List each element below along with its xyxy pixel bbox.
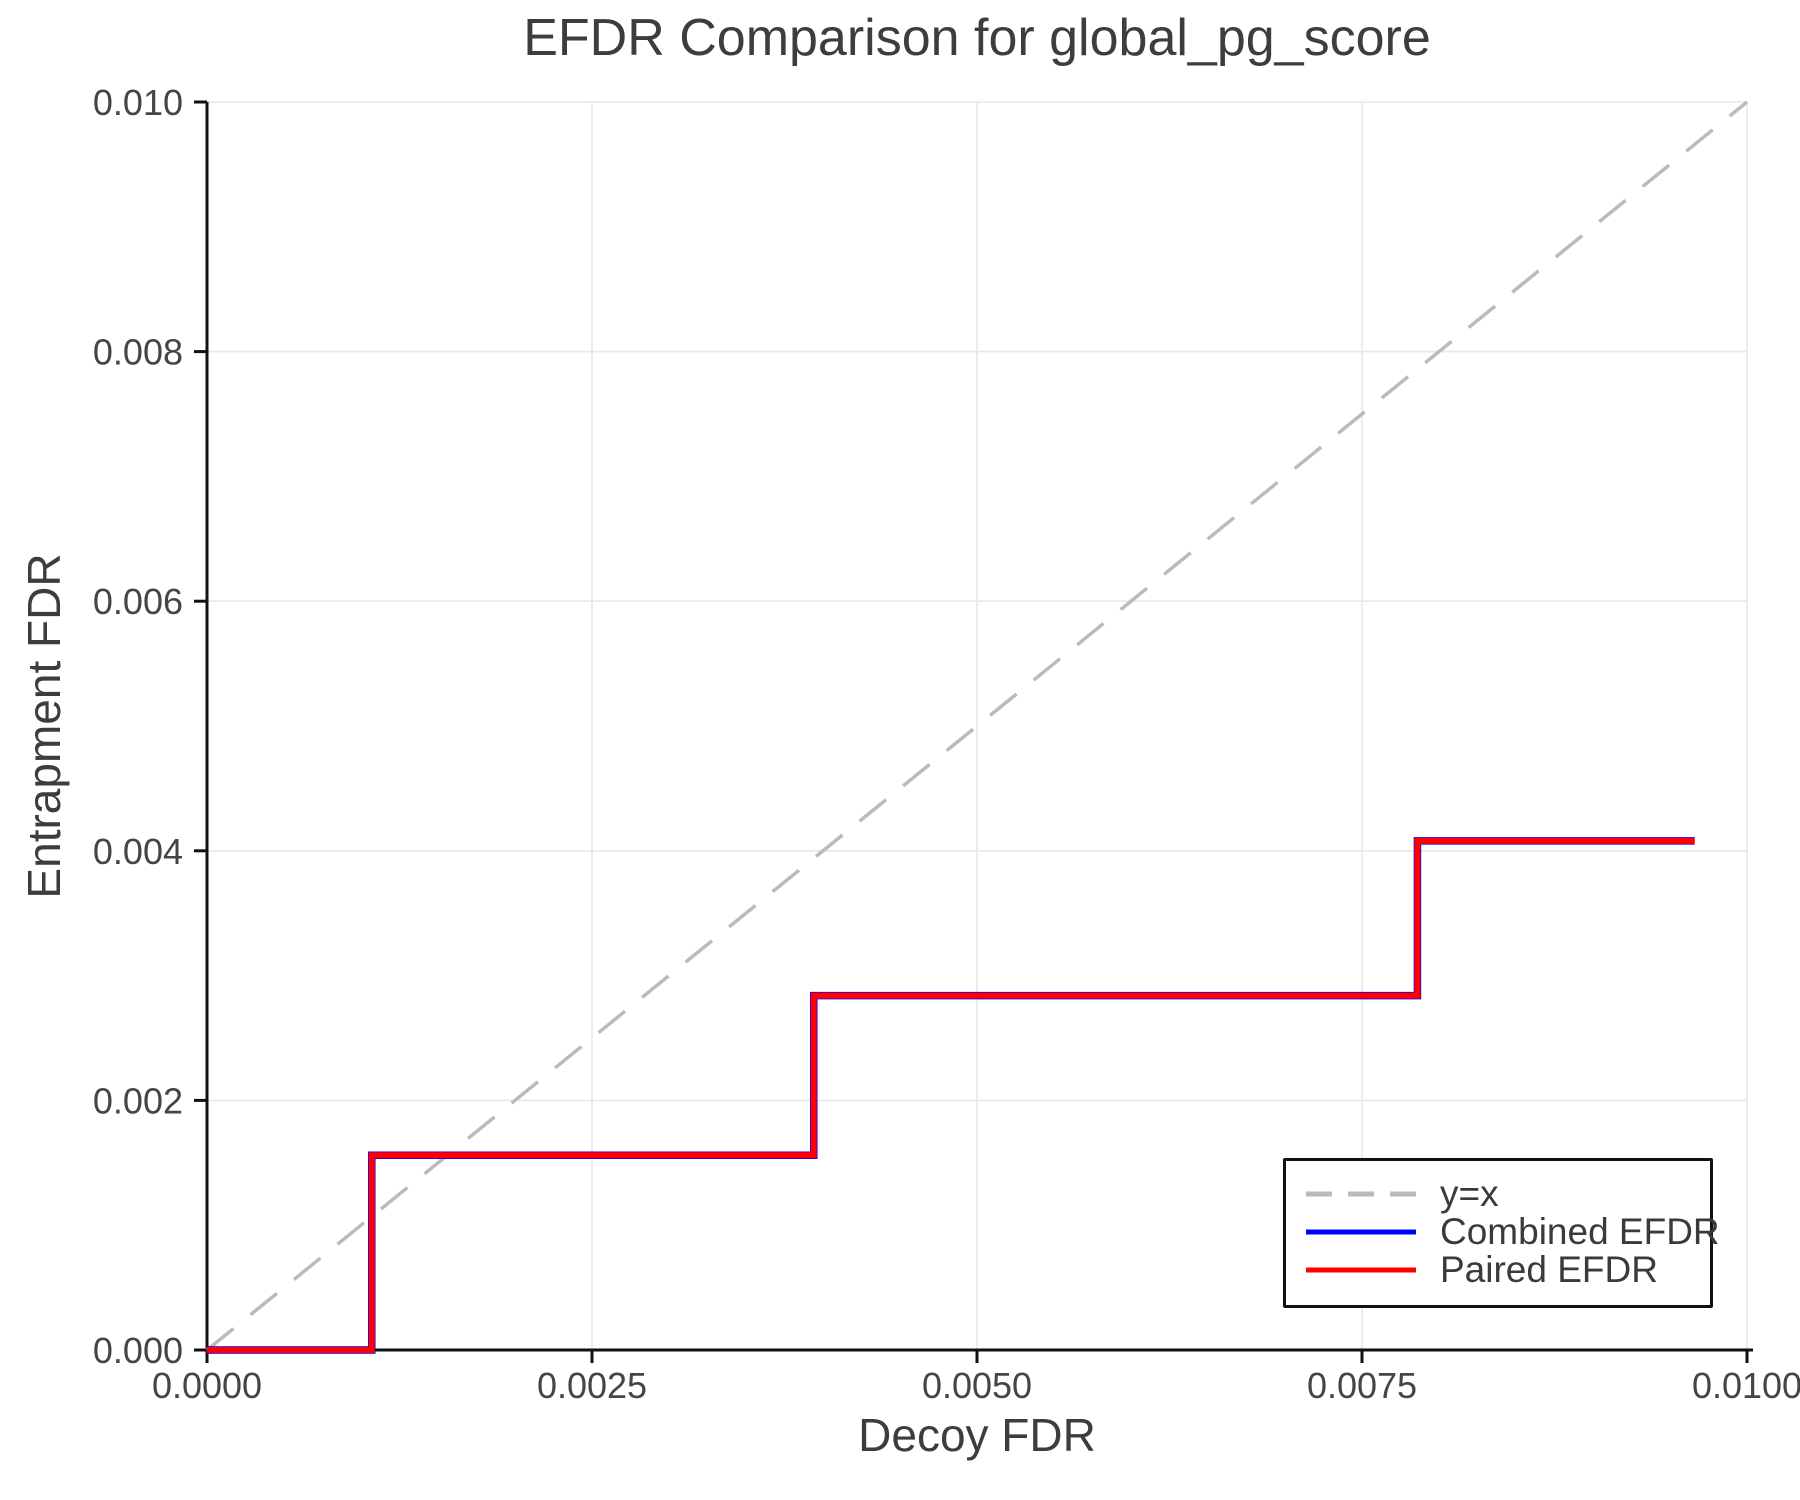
x-tick-label: 0.0050 (922, 1365, 1032, 1406)
y-axis-title: Entrapment FDR (18, 553, 70, 899)
legend-line-sample (1306, 1191, 1416, 1197)
legend-label: y=x (1440, 1173, 1499, 1214)
series-line-paired-efdr (207, 837, 1695, 1353)
legend-row: Paired EFDR (1286, 1251, 1710, 1289)
series-line-y-x (205, 100, 1749, 1352)
y-tick-label: 0.008 (93, 332, 183, 373)
chart-title: EFDR Comparison for global_pg_score (523, 9, 1431, 67)
y-tick-label: 0.002 (93, 1080, 183, 1121)
y-tick-label: 0.000 (93, 1330, 183, 1371)
x-tick-label: 0.0100 (1692, 1365, 1800, 1406)
legend-label: Combined EFDR (1440, 1211, 1720, 1252)
legend-line-sample (1306, 1267, 1416, 1273)
y-tick-label: 0.004 (93, 831, 183, 872)
x-tick-label: 0.0000 (152, 1365, 262, 1406)
legend-row: Combined EFDR (1286, 1213, 1720, 1251)
legend-line-sample (1306, 1229, 1416, 1235)
x-axis-title: Decoy FDR (858, 1409, 1096, 1461)
legend-label: Paired EFDR (1440, 1249, 1658, 1290)
y-tick-label: 0.010 (93, 82, 183, 123)
x-tick-label: 0.0075 (1307, 1365, 1417, 1406)
y-tick-label: 0.006 (93, 581, 183, 622)
legend-row: y=x (1286, 1175, 1710, 1213)
legend-box: y=x Combined EFDR Paired EFDR (1283, 1158, 1720, 1308)
x-tick-label: 0.0025 (537, 1365, 647, 1406)
